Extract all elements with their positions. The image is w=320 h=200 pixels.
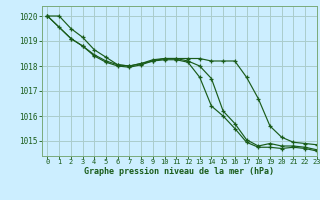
X-axis label: Graphe pression niveau de la mer (hPa): Graphe pression niveau de la mer (hPa) [84, 167, 274, 176]
